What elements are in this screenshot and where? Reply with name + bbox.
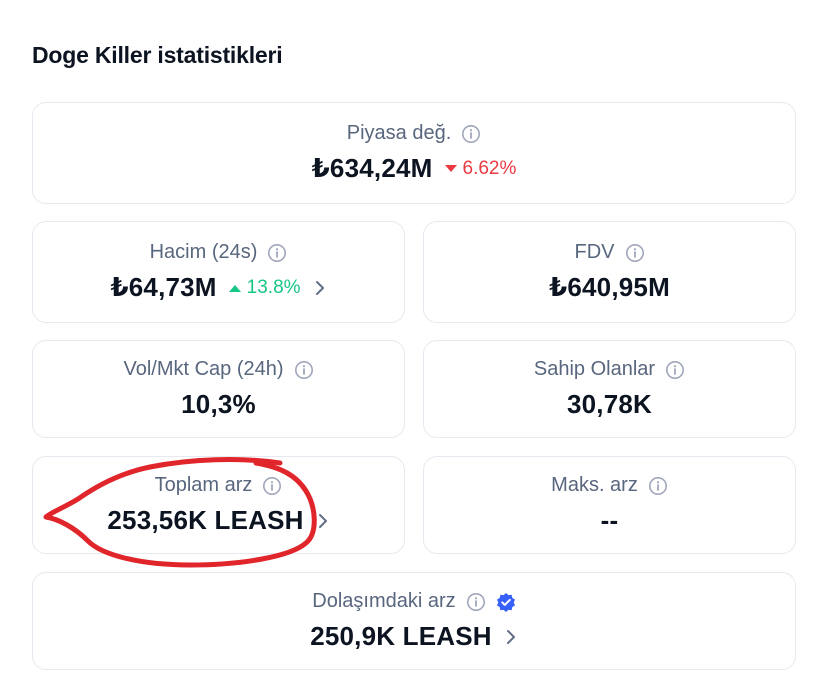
- max-supply-label: Maks. arz: [551, 474, 638, 496]
- info-icon[interactable]: [665, 360, 685, 380]
- market-cap-change-value: 6.62%: [462, 157, 517, 179]
- chevron-right-icon[interactable]: [313, 278, 327, 298]
- fdv-value: ₺640,95M: [549, 272, 670, 302]
- info-icon[interactable]: [262, 476, 282, 496]
- holders-label: Sahip Olanlar: [533, 358, 656, 380]
- chevron-right-icon[interactable]: [504, 627, 518, 647]
- market-cap-label: Piyasa değ.: [346, 122, 452, 144]
- volume-change: 13.8%: [228, 276, 301, 299]
- volume-change-value: 13.8%: [246, 276, 301, 298]
- info-icon[interactable]: [466, 592, 486, 612]
- circulating-supply-value: 250,9K LEASH: [310, 621, 492, 651]
- market-cap-card: Piyasa değ. ₺634,24M 6.62%: [32, 102, 796, 204]
- vol-mkt-cap-card: Vol/Mkt Cap (24h) 10,3%: [32, 340, 405, 438]
- info-icon[interactable]: [625, 243, 645, 263]
- caret-up-icon: [228, 284, 241, 292]
- caret-down-icon: [444, 164, 457, 172]
- circulating-supply-card[interactable]: Dolaşımdaki arz 250,9K LEASH: [32, 572, 796, 670]
- total-supply-label: Toplam arz: [154, 474, 253, 496]
- market-cap-value: ₺634,24M: [311, 153, 433, 183]
- total-supply-card[interactable]: Toplam arz 253,56K LEASH: [32, 456, 405, 554]
- market-cap-change: 6.62%: [444, 157, 517, 180]
- circulating-supply-label: Dolaşımdaki arz: [312, 590, 456, 612]
- volume-label: Hacim (24s): [149, 241, 258, 263]
- fdv-label: FDV: [574, 241, 615, 263]
- vol-mkt-cap-label: Vol/Mkt Cap (24h): [123, 358, 284, 380]
- volume-card[interactable]: Hacim (24s) ₺64,73M 13.8%: [32, 221, 405, 323]
- holders-card: Sahip Olanlar 30,78K: [423, 340, 796, 438]
- info-icon[interactable]: [648, 476, 668, 496]
- max-supply-value: --: [600, 505, 619, 535]
- section-title: Doge Killer istatistikleri: [32, 42, 283, 68]
- info-icon[interactable]: [267, 243, 287, 263]
- chevron-right-icon[interactable]: [316, 511, 330, 531]
- holders-value: 30,78K: [566, 389, 653, 419]
- volume-value: ₺64,73M: [110, 272, 217, 302]
- fdv-card: FDV ₺640,95M: [423, 221, 796, 323]
- total-supply-value: 253,56K LEASH: [107, 505, 304, 535]
- max-supply-card: Maks. arz --: [423, 456, 796, 554]
- info-icon[interactable]: [294, 360, 314, 380]
- verified-badge-icon: [496, 592, 515, 612]
- info-icon[interactable]: [461, 124, 481, 144]
- vol-mkt-cap-value: 10,3%: [181, 389, 256, 419]
